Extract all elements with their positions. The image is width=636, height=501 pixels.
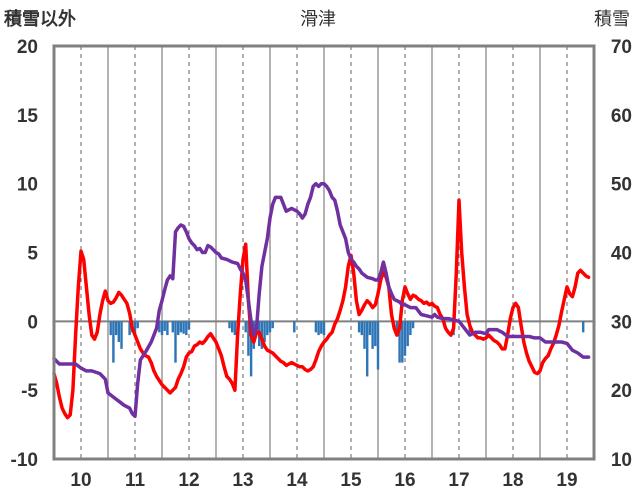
- x-tick-label: 18: [502, 470, 523, 491]
- x-tick-label: 17: [448, 470, 469, 491]
- snow-bar: [409, 321, 412, 336]
- snow-bar: [317, 321, 320, 336]
- y-left-tick-label: 5: [27, 244, 38, 265]
- x-tick-label: 11: [125, 470, 146, 491]
- y-left-tick-label: 20: [17, 37, 38, 58]
- x-tick-label: 15: [340, 470, 362, 491]
- chart-title: 滑津: [300, 9, 336, 29]
- snow-bar: [171, 321, 175, 333]
- snow-bar: [401, 321, 404, 363]
- y-right-tick-label: 10: [611, 450, 632, 471]
- red-series-line: [52, 198, 591, 420]
- y-right-tick-label: 40: [611, 244, 632, 265]
- snow-bar: [371, 321, 374, 349]
- snow-bar: [133, 321, 137, 336]
- snow-bar: [368, 321, 372, 336]
- snow-bar: [266, 321, 269, 336]
- snow-bar: [411, 321, 415, 329]
- y-right-tick-label: 50: [611, 175, 632, 196]
- snow-bar: [158, 321, 161, 333]
- x-tick-label: 10: [70, 470, 91, 491]
- x-tick-label: 19: [556, 470, 577, 491]
- snow-bar: [187, 321, 191, 330]
- snow-bar: [406, 321, 409, 347]
- y-right-tick-label: 60: [611, 106, 632, 127]
- snow-bar: [176, 321, 180, 336]
- snow-bar: [114, 321, 118, 336]
- snow-bar: [314, 321, 318, 333]
- x-tick-label: 16: [394, 470, 415, 491]
- snow-bar: [128, 321, 131, 336]
- snow-bar: [365, 321, 369, 377]
- snow-bar: [581, 321, 585, 333]
- snow-bar: [357, 321, 361, 333]
- plot-frame: [52, 44, 596, 461]
- y-right-axis-label: 積雪: [594, 9, 630, 29]
- snow-bar: [120, 321, 123, 349]
- snow-bar: [363, 321, 366, 349]
- snow-bar: [233, 321, 237, 336]
- series-lines: [52, 181, 591, 420]
- snow-bar: [360, 321, 364, 336]
- snow-bar: [322, 321, 326, 336]
- snow-bar: [268, 321, 272, 333]
- snow-bar: [247, 321, 250, 356]
- y-right-tick-label: 20: [611, 381, 632, 402]
- y-left-tick-label: -10: [11, 450, 38, 471]
- snow-bar: [228, 321, 231, 329]
- y-left-tick-label: 0: [27, 312, 38, 333]
- snow-bar: [263, 321, 266, 342]
- y-left-tick-label: 10: [17, 175, 38, 196]
- snow-bar: [230, 321, 234, 333]
- snow-bar: [249, 321, 253, 377]
- y-left-tick-label: -5: [21, 381, 38, 402]
- snow-bar: [174, 321, 177, 363]
- snow-bar: [160, 321, 164, 336]
- snow-bar: [185, 321, 188, 336]
- snow-bar: [293, 321, 296, 333]
- snow-bar: [117, 321, 121, 342]
- purple-series-line: [52, 181, 591, 419]
- y-left-axis-label: 積雪以外: [3, 8, 76, 29]
- y-left-tick-label: 15: [17, 106, 39, 127]
- snow-bar: [244, 321, 247, 333]
- x-tick-label: 14: [286, 470, 308, 491]
- snow-bar: [182, 321, 185, 334]
- gridlines: [80, 46, 568, 459]
- snow-bar: [398, 321, 401, 363]
- snow-bar: [163, 321, 166, 331]
- y-right-tick-label: 30: [611, 312, 632, 333]
- snow-bar: [109, 321, 112, 336]
- x-tick-label: 13: [232, 470, 253, 491]
- snow-bar: [403, 321, 407, 356]
- snow-bar: [320, 321, 323, 334]
- snow-bar: [376, 321, 380, 370]
- snow-bar: [112, 321, 115, 363]
- y-right-tick-label: 70: [611, 37, 632, 58]
- snow-bar: [166, 321, 169, 336]
- snow-bar: [271, 321, 274, 329]
- x-tick-label: 12: [178, 470, 199, 491]
- snow-bar: [179, 321, 183, 333]
- snow-bar: [374, 321, 377, 347]
- snow-bar: [136, 321, 139, 329]
- snow-bar: [395, 321, 399, 333]
